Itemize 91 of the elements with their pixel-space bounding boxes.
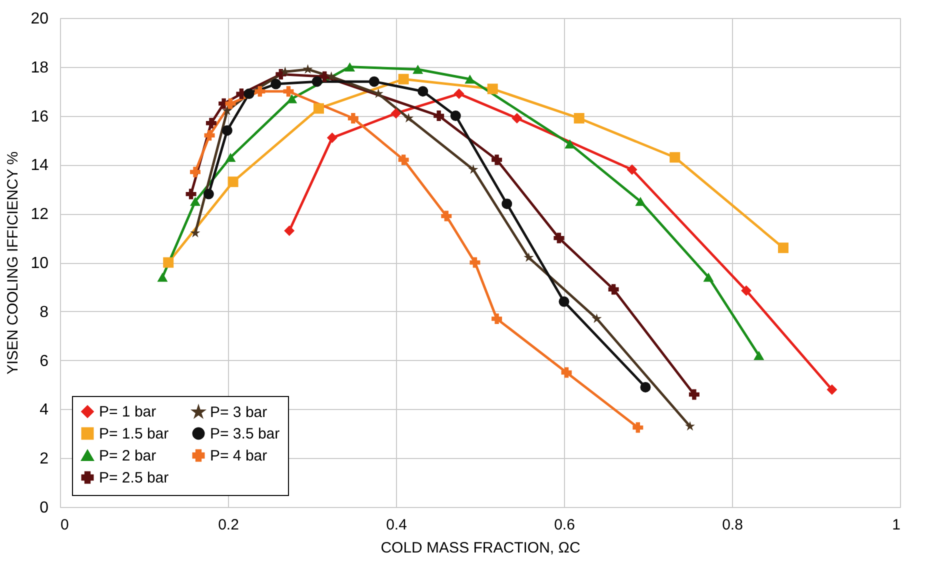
- point: [204, 130, 215, 141]
- point: [632, 422, 644, 433]
- legend-label: P= 2.5 bar: [99, 470, 169, 486]
- legend-label: P= 4 bar: [210, 448, 268, 464]
- point: [574, 113, 584, 124]
- point: [434, 110, 444, 122]
- point: [302, 64, 313, 74]
- point: [284, 225, 295, 236]
- point: [190, 166, 200, 178]
- point: [558, 296, 570, 307]
- x-axis-title: COLD MASS FRACTION, ΩC: [380, 540, 580, 556]
- point: [228, 176, 238, 188]
- point: [418, 86, 428, 97]
- point: [190, 196, 200, 206]
- point: [163, 257, 174, 268]
- point: [404, 113, 414, 122]
- point: [344, 62, 356, 72]
- y-tick-label: 0: [40, 500, 49, 516]
- x-tick-label: 0.2: [218, 516, 239, 534]
- point: [222, 125, 232, 136]
- point: [254, 86, 266, 97]
- point: [312, 76, 322, 87]
- point: [640, 382, 651, 392]
- point: [454, 88, 464, 100]
- x-tick-label: 1: [892, 516, 900, 534]
- point: [398, 154, 409, 166]
- point: [741, 285, 752, 296]
- y-tick-label: 10: [30, 255, 49, 272]
- y-tick-label: 6: [40, 352, 49, 370]
- point: [635, 196, 646, 206]
- point: [470, 257, 480, 268]
- point: [512, 113, 522, 124]
- point: [468, 164, 478, 174]
- y-tick-label: 18: [30, 59, 49, 76]
- point: [398, 74, 409, 84]
- legend-label: P= 3.5 bar: [210, 426, 280, 442]
- point: [206, 118, 216, 128]
- y-tick-label: 14: [30, 157, 49, 174]
- legend-label: P= 2 bar: [99, 448, 156, 464]
- x-tick-label: 0.4: [386, 516, 407, 534]
- point: [203, 188, 214, 200]
- point: [608, 284, 619, 295]
- point: [326, 71, 336, 81]
- point: [703, 272, 714, 282]
- point: [225, 152, 236, 162]
- point: [464, 74, 476, 84]
- point: [450, 110, 461, 122]
- point: [326, 132, 338, 144]
- point: [670, 152, 680, 163]
- point: [270, 78, 282, 90]
- point: [487, 84, 498, 94]
- legend-label: P= 1.5 bar: [99, 426, 169, 442]
- y-axis-title: YISEN COOLING IFFICIENCY %: [4, 151, 22, 375]
- point: [225, 98, 236, 109]
- point: [390, 108, 402, 119]
- y-tick-label: 4: [40, 402, 49, 419]
- point: [778, 242, 788, 254]
- y-tick-label: 16: [30, 108, 49, 126]
- point: [441, 210, 452, 222]
- x-tick-label: 0: [60, 516, 69, 534]
- y-tick-label: 20: [30, 10, 49, 28]
- y-tick-label: 8: [40, 304, 49, 321]
- x-tick-label: 0.8: [722, 516, 743, 534]
- point: [157, 272, 168, 282]
- point: [283, 86, 294, 97]
- point: [688, 389, 700, 400]
- point: [626, 164, 638, 175]
- x-tick-label: 0.6: [554, 516, 575, 534]
- point: [502, 198, 512, 210]
- point: [286, 94, 298, 104]
- point: [280, 66, 290, 76]
- point: [492, 313, 502, 324]
- point: [368, 76, 380, 87]
- point: [561, 367, 572, 378]
- point: [826, 384, 838, 395]
- point: [524, 252, 534, 262]
- point: [186, 188, 196, 200]
- point: [754, 350, 764, 360]
- point: [492, 154, 502, 166]
- y-tick-label: 2: [40, 450, 49, 468]
- point: [313, 103, 324, 114]
- point: [412, 64, 424, 74]
- point: [685, 421, 695, 431]
- point: [190, 228, 200, 238]
- legend-label: P= 1 bar: [99, 404, 156, 421]
- legend-label: P= 3 bar: [210, 404, 268, 422]
- point: [222, 106, 232, 116]
- y-tick-label: 12: [30, 206, 49, 224]
- point: [348, 113, 358, 124]
- point: [554, 232, 564, 244]
- point: [592, 313, 602, 323]
